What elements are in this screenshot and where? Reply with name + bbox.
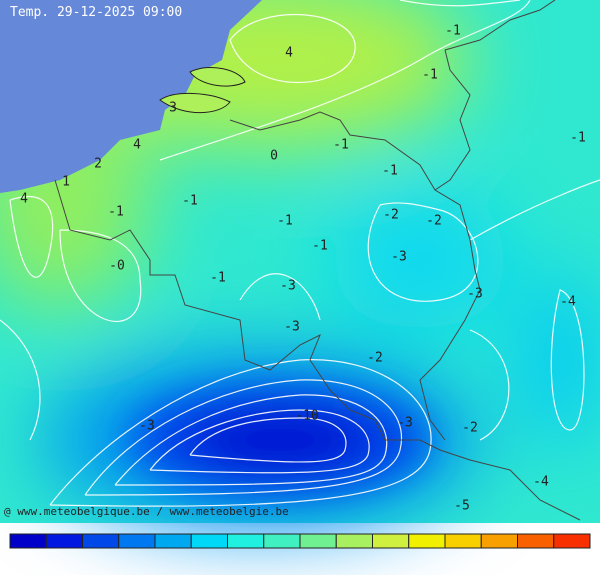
colorbar-swatch (335, 533, 373, 549)
colorbar-swatch (9, 533, 47, 549)
contour-label: -3 (284, 320, 300, 335)
contour-label: -1 (182, 194, 198, 209)
colorbar-swatch (553, 533, 591, 549)
contour-label: -0 (109, 259, 125, 274)
contour-label: -10 (295, 409, 318, 424)
colorbar-swatch (227, 533, 265, 549)
contour-label: -2 (462, 421, 478, 436)
contour-label: -4 (533, 475, 549, 490)
contour-label: -4 (560, 295, 576, 310)
colorbar-swatch (82, 533, 120, 549)
contour-label: -2 (426, 214, 442, 229)
contour-label: -3 (139, 419, 155, 434)
title: Temp. 29-12-2025 09:00 (10, 5, 182, 20)
contour-label: 4 (133, 138, 141, 153)
colorbar-swatch (263, 533, 301, 549)
contour-label: -2 (367, 351, 383, 366)
colorbar-swatch (372, 533, 410, 549)
contour-label: -1 (277, 214, 293, 229)
credit: @ www.meteobelgique.be / www.meteobelgie… (4, 505, 289, 518)
contour-label: 0 (270, 149, 278, 164)
colorbar-swatch (444, 533, 482, 549)
contour-label: -1 (570, 131, 586, 146)
contour-label: 4 (285, 46, 293, 61)
sea (0, 0, 262, 193)
contour-label: -5 (454, 499, 470, 514)
contour-label: 3 (169, 101, 177, 116)
colorbar-swatch (190, 533, 228, 549)
contour-label: -1 (108, 205, 124, 220)
contour-label: -1 (445, 24, 461, 39)
contour-label: -3 (467, 287, 483, 302)
colorbar-swatch (45, 533, 83, 549)
contour-label: -3 (391, 250, 407, 265)
colorbar-swatch (154, 533, 192, 549)
contour-label: -3 (280, 279, 296, 294)
contour-label: -1 (312, 239, 328, 254)
contour-label: -1 (382, 164, 398, 179)
contour-label: 4 (20, 192, 28, 207)
colorbar-swatch (299, 533, 337, 549)
contour-labels: 4 -1 -1 3 -1 4 0 -1 2 -1 1 4 -1 -1 -2 -2 -1 -1 -3 -0 -1 -3 -3 -… (20, 24, 586, 514)
borders (54, 0, 581, 521)
contour-label: -1 (210, 271, 226, 286)
contour-label: 1 (62, 175, 70, 190)
contour-label: -2 (383, 208, 399, 223)
contour-label: -1 (333, 138, 349, 153)
colorbar-swatch (408, 533, 446, 549)
colorbar-swatch (517, 533, 555, 549)
contour-label: -1 (422, 68, 438, 83)
islands (159, 66, 246, 114)
contour-label: 2 (94, 157, 102, 172)
colorbar-swatch (480, 533, 518, 549)
colorbar-swatch (118, 533, 156, 549)
contour-label: -3 (397, 416, 413, 431)
colorbar (9, 533, 591, 549)
isotherms (0, 0, 600, 507)
